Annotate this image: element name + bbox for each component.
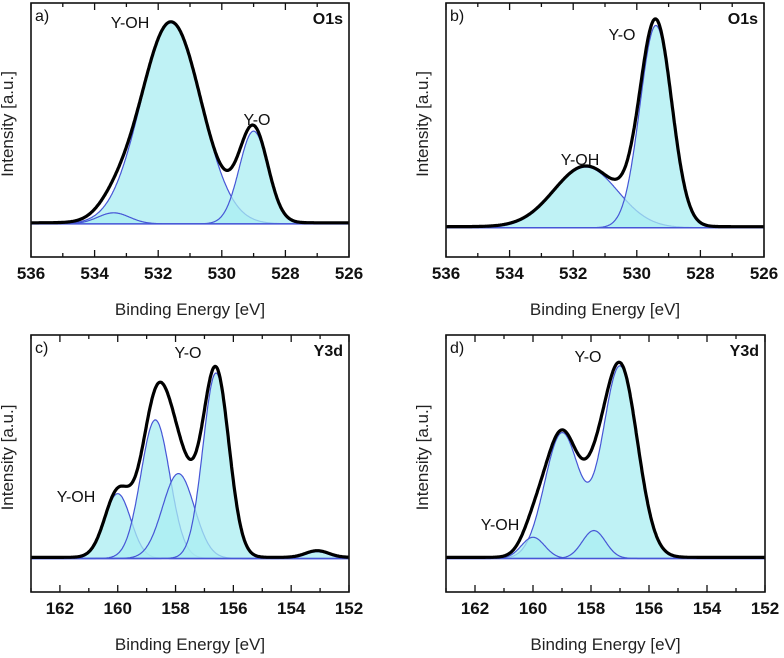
y-axis-label: Intensity [a.u.] <box>0 405 17 511</box>
peak-annotation: Y-OH <box>561 152 600 169</box>
panel-label: a) <box>35 8 49 25</box>
x-axis-label: Binding Energy [eV] <box>530 300 680 319</box>
component-area <box>446 167 764 228</box>
x-tick-label: 532 <box>559 264 587 283</box>
peak-annotation: Y-O <box>244 112 271 129</box>
component-area <box>31 131 349 224</box>
panel-label: c) <box>35 340 48 357</box>
panel-label: b) <box>450 8 464 25</box>
plot-frame <box>30 334 350 593</box>
envelope-line <box>445 17 765 229</box>
x-tick-label: 152 <box>751 599 779 618</box>
x-axis-label: Binding Energy [eV] <box>115 635 265 654</box>
x-tick-label: 536 <box>432 264 460 283</box>
panel-b: 536 534 532 530 528 526 Binding Energy [eV] Int… <box>413 2 778 319</box>
x-tick-label: 162 <box>461 599 489 618</box>
peak-annotation: Y-OH <box>57 489 96 506</box>
x-tick-label: 158 <box>577 599 605 618</box>
x-tick-label: 162 <box>46 599 74 618</box>
x-tick-label: 528 <box>271 264 299 283</box>
x-tick-label: 156 <box>635 599 663 618</box>
component-area <box>31 493 349 559</box>
component-area <box>31 22 349 224</box>
x-tick-label: 534 <box>80 264 109 283</box>
core-level-label: O1s <box>728 11 758 28</box>
component-area <box>31 473 349 559</box>
y-axis-label: Intensity [a.u.] <box>0 71 17 177</box>
component-area <box>446 365 765 559</box>
x-tick-label: 530 <box>208 264 236 283</box>
x-tick-label: 526 <box>750 264 778 283</box>
x-tick-label: 528 <box>686 264 714 283</box>
envelope-line <box>445 360 766 559</box>
component-area <box>446 537 765 559</box>
x-tick-label: 160 <box>519 599 547 618</box>
x-tick-label: 156 <box>219 599 247 618</box>
y-axis-label: Intensity [a.u.] <box>413 405 432 511</box>
core-level-label: O1s <box>313 11 343 28</box>
x-tick-label: 160 <box>104 599 132 618</box>
y-axis-label: Intensity [a.u.] <box>413 71 432 177</box>
panel-c: 162 160 158 156 154 152 Binding Energy [eV] Int… <box>0 334 363 654</box>
plot-frame <box>445 334 766 593</box>
component-area <box>446 530 765 559</box>
panel-label: d) <box>450 340 464 357</box>
core-level-label: Y3d <box>730 343 759 360</box>
envelope-line <box>30 20 350 225</box>
x-tick-label: 152 <box>335 599 363 618</box>
x-axis-label: Binding Energy [eV] <box>530 635 680 654</box>
core-level-label: Y3d <box>314 343 343 360</box>
component-area <box>31 212 349 224</box>
peak-annotation: Y-O <box>575 349 602 366</box>
peak-annotation: Y-O <box>609 27 636 44</box>
x-tick-label: 158 <box>161 599 189 618</box>
panel-d: 162 160 158 156 154 152 Binding Energy [eV] Int… <box>413 334 779 654</box>
x-tick-label: 526 <box>335 264 363 283</box>
x-axis-label: Binding Energy [eV] <box>115 300 265 319</box>
x-tick-label: 154 <box>693 599 722 618</box>
peak-annotation: Y-O <box>175 345 202 362</box>
x-tick-label: 536 <box>17 264 45 283</box>
peak-annotation: Y-OH <box>111 15 150 32</box>
x-tick-label: 532 <box>144 264 172 283</box>
x-tick-label: 534 <box>495 264 524 283</box>
panel-a: 536 534 532 530 528 526 Binding Energy [eV] Int… <box>0 2 363 319</box>
x-tick-label: 154 <box>277 599 306 618</box>
envelope-line <box>30 364 350 559</box>
x-tick-label: 530 <box>623 264 651 283</box>
peak-annotation: Y-OH <box>481 517 520 534</box>
